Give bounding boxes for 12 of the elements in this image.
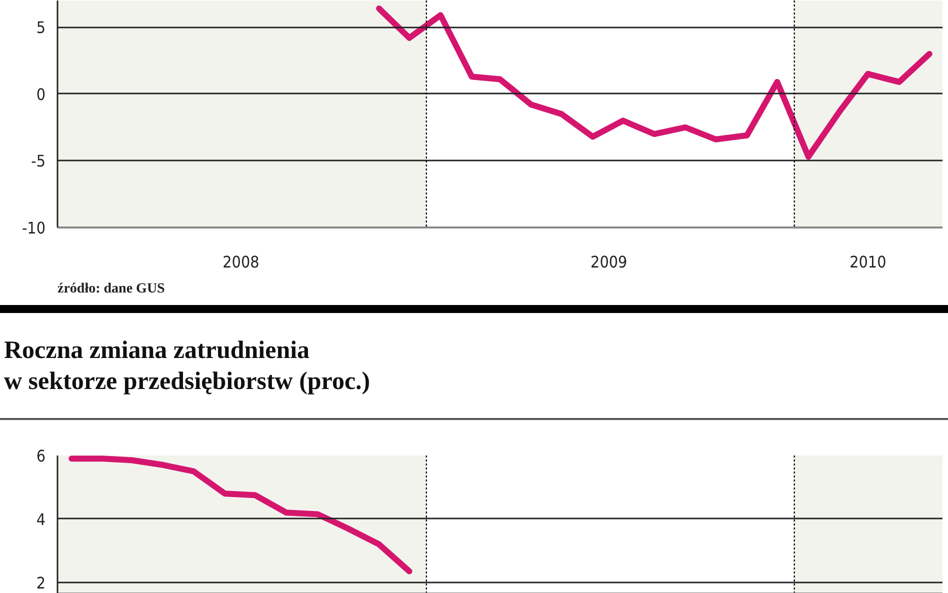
x-tick-label: 2008	[222, 252, 260, 272]
y-tick-label: -5	[31, 152, 46, 171]
x-tick-label: 2009	[590, 252, 628, 272]
y-tick-label: 2	[36, 573, 46, 592]
y-tick-label: 5	[36, 18, 46, 38]
y-tick-label: -10	[22, 218, 46, 238]
y-tick-label: 0	[36, 84, 46, 104]
chart-title: Roczna zmiana zatrudnienia w sektorze przedsiębiorstw (proc.)	[4, 336, 370, 397]
y-tick-label: 4	[36, 510, 46, 529]
text: źródło: dane GUS	[58, 282, 166, 296]
y-tick-label: 6	[36, 446, 46, 466]
x-tick-label: 2010	[850, 252, 886, 272]
